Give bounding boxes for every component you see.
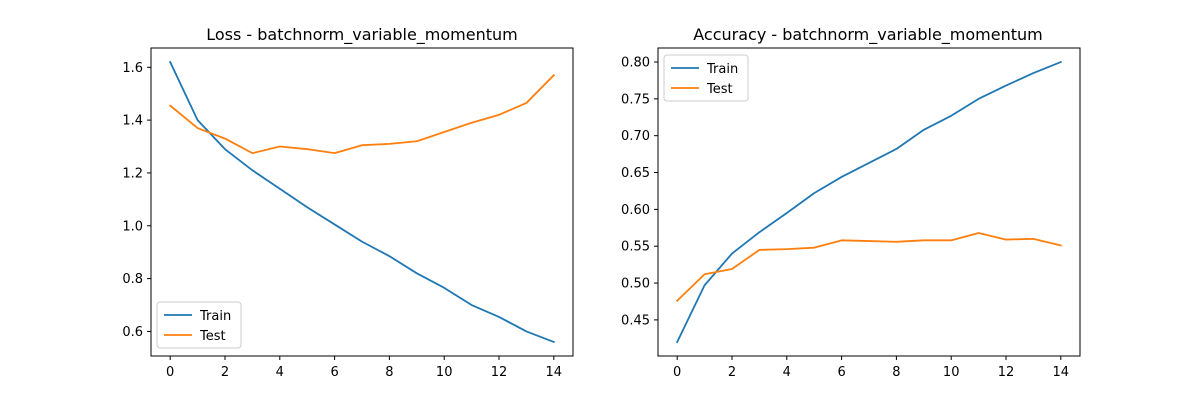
accuracy-y-tick-label: 0.65 xyxy=(621,166,650,181)
accuracy-legend-frame xyxy=(663,54,749,102)
loss-series-train-line xyxy=(168,60,555,344)
accuracy-chart: Accuracy - batchnorm_variable_momentum 0… xyxy=(621,25,1081,380)
accuracy-y-tick-label: 0.80 xyxy=(621,56,650,71)
loss-y-tick-label: 1.2 xyxy=(122,166,143,181)
loss-y-tick-label: 1.0 xyxy=(122,219,143,234)
loss-y-tick-label: 0.6 xyxy=(122,325,143,340)
loss-chart-title: Loss - batchnorm_variable_momentum xyxy=(206,25,518,45)
loss-y-tick-label: 0.8 xyxy=(122,272,143,287)
loss-x-tick-label: 14 xyxy=(546,365,563,380)
loss-y-tick-label: 1.4 xyxy=(122,114,143,129)
loss-legend-train-label: Train xyxy=(199,309,231,324)
accuracy-chart-title: Accuracy - batchnorm_variable_momentum xyxy=(693,25,1042,45)
accuracy-legend: Train Test xyxy=(663,54,749,102)
accuracy-y-tick-label: 0.70 xyxy=(621,129,650,144)
accuracy-y-tick-label: 0.45 xyxy=(621,313,650,328)
loss-legend-frame xyxy=(156,301,242,349)
loss-axes-frame xyxy=(150,47,574,357)
loss-legend: Train Test xyxy=(156,301,242,349)
accuracy-legend-train-label: Train xyxy=(706,62,738,77)
accuracy-legend-test-label: Test xyxy=(706,82,733,97)
loss-x-tick-label: 4 xyxy=(276,365,284,380)
accuracy-x-tick-label: 6 xyxy=(837,365,845,380)
accuracy-y-tick-label: 0.75 xyxy=(621,92,650,107)
accuracy-y-tick-label: 0.50 xyxy=(621,277,650,292)
loss-x-tick-label: 10 xyxy=(436,365,453,380)
accuracy-x-tick-label: 8 xyxy=(892,365,900,380)
loss-legend-test-label: Test xyxy=(199,329,226,344)
loss-x-tick-label: 8 xyxy=(385,365,393,380)
accuracy-series-train-line xyxy=(675,60,1062,344)
loss-x-tick-label: 2 xyxy=(221,365,229,380)
accuracy-x-tick-label: 14 xyxy=(1053,365,1070,380)
loss-x-tick-label: 6 xyxy=(330,365,338,380)
accuracy-x-tick-label: 12 xyxy=(998,365,1015,380)
loss-plot-area: 0 2 4 6 8 10 12 14 0.6 0.8 1.0 1.2 1.4 1.6 xyxy=(122,47,574,380)
loss-y-tick-label: 1.6 xyxy=(122,61,143,76)
loss-x-tick-label: 0 xyxy=(166,365,174,380)
loss-series-test-line xyxy=(168,73,556,155)
accuracy-y-tick-label: 0.55 xyxy=(621,240,650,255)
accuracy-y-tick-label: 0.60 xyxy=(621,203,650,218)
accuracy-axes-frame xyxy=(657,47,1081,357)
loss-chart: Loss - batchnorm_variable_momentum 0 2 4 6 8… xyxy=(122,25,574,380)
accuracy-series-test-line xyxy=(675,232,1062,303)
accuracy-x-tick-label: 10 xyxy=(943,365,960,380)
accuracy-x-tick-label: 2 xyxy=(728,365,736,380)
accuracy-x-tick-label: 4 xyxy=(783,365,791,380)
loss-x-tick-label: 12 xyxy=(491,365,508,380)
accuracy-plot-area: 0 2 4 6 8 10 12 14 0.45 0.50 0.55 0.60 0.65 0.70 0.75 0… xyxy=(621,47,1081,380)
accuracy-x-tick-label: 0 xyxy=(673,365,681,380)
